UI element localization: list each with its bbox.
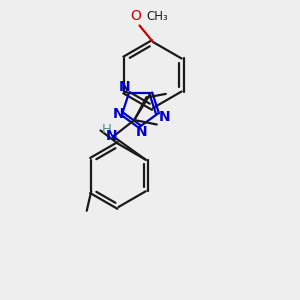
Text: N: N <box>136 125 147 139</box>
Text: N: N <box>118 80 130 94</box>
Text: O: O <box>130 9 141 23</box>
Text: N: N <box>106 130 118 143</box>
Text: N: N <box>158 110 170 124</box>
Text: N: N <box>113 107 124 121</box>
Text: CH₃: CH₃ <box>146 10 168 23</box>
Text: H: H <box>102 123 112 136</box>
